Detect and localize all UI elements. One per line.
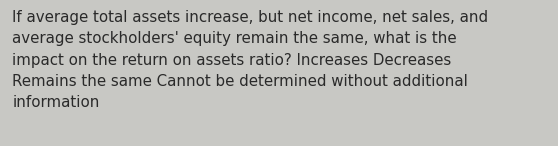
Text: If average total assets increase, but net income, net sales, and
average stockho: If average total assets increase, but ne… (12, 10, 488, 110)
